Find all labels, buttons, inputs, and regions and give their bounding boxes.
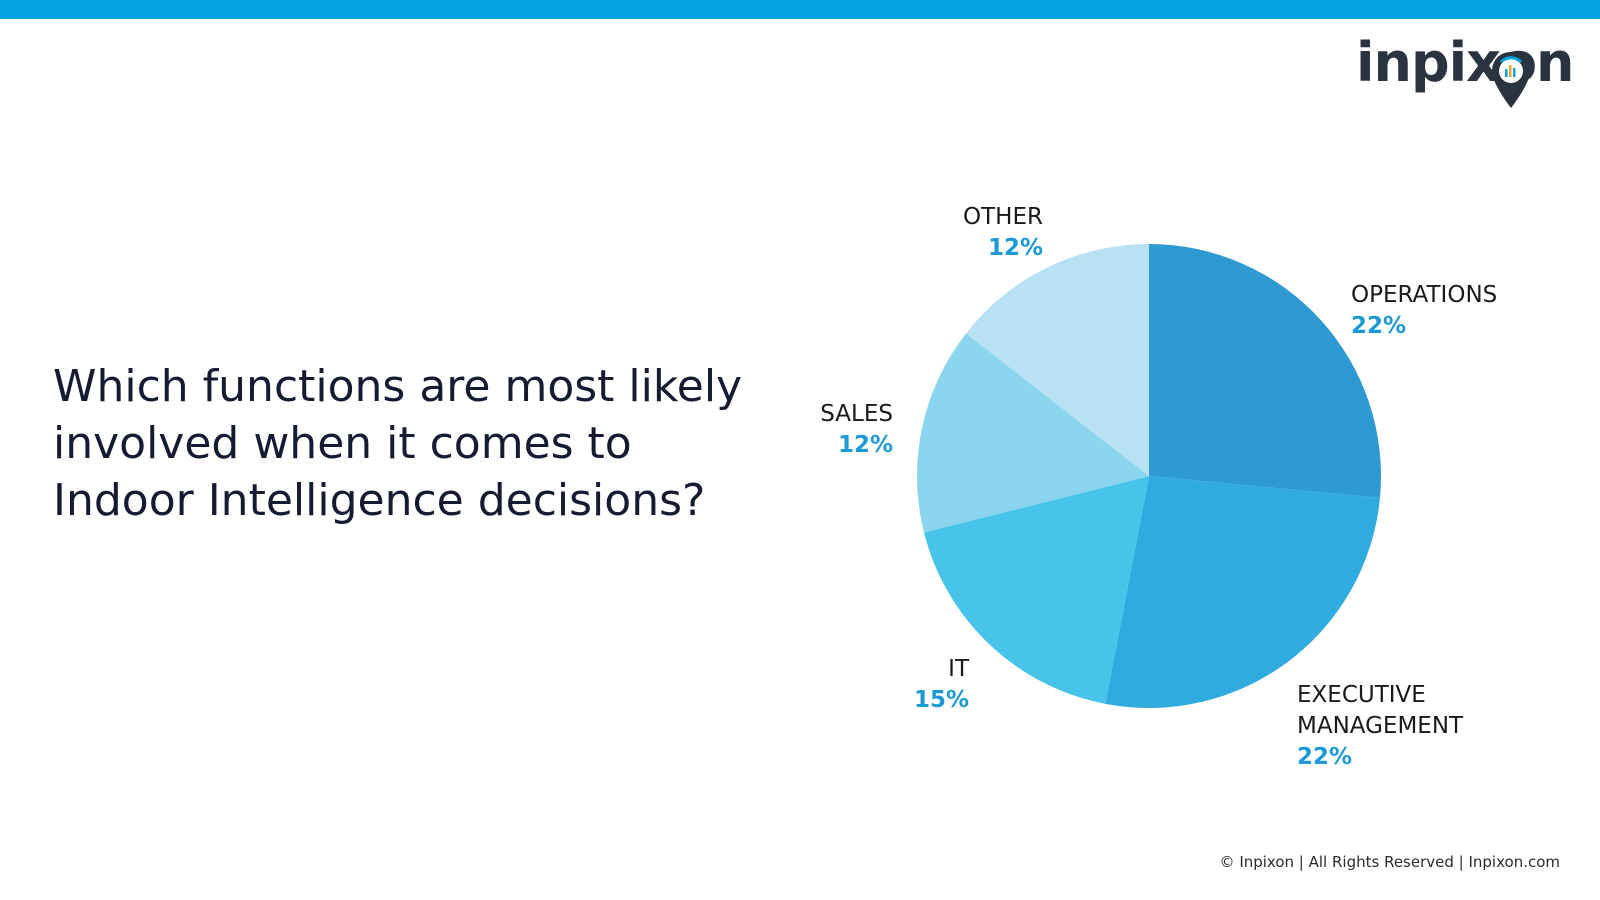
slice-value-label: 15% xyxy=(914,687,969,713)
location-pin-icon xyxy=(1492,52,1530,108)
slice-value-label: 12% xyxy=(988,235,1043,261)
pie-slice-sales xyxy=(917,333,1149,533)
top-accent-bar xyxy=(0,0,1600,19)
slice-label-group: OTHER 12% xyxy=(963,204,1043,261)
slice-value-label: 12% xyxy=(838,432,893,458)
slice-label-group: EXECUTIVE MANAGEMENT 22% xyxy=(1297,682,1464,770)
slice-label: IT xyxy=(948,656,970,682)
slice-label: SALES xyxy=(820,401,893,427)
slice-label: OPERATIONS xyxy=(1351,282,1497,308)
slice-label: OTHER xyxy=(963,204,1043,230)
inpixon-logo: inpixon xyxy=(1356,32,1574,112)
slice-label-group: SALES 12% xyxy=(820,401,893,458)
pie-slice-operations xyxy=(1149,244,1381,498)
slice-label-group: IT 15% xyxy=(914,656,970,713)
slice-label-group: OPERATIONS 22% xyxy=(1351,282,1497,339)
logo-wordmark: inpixon xyxy=(1356,31,1574,94)
footer-copyright: © Inpixon | All Rights Reserved | Inpixo… xyxy=(1219,853,1560,871)
pie-slice-other xyxy=(966,244,1149,476)
question-title: Which functions are most likely involved… xyxy=(53,361,743,526)
slice-label: MANAGEMENT xyxy=(1297,713,1464,739)
pie-slice-executive-management xyxy=(1105,476,1380,709)
pie-slice-it xyxy=(923,476,1149,704)
slice-value-label: 22% xyxy=(1351,313,1406,339)
slice-label: EXECUTIVE xyxy=(1297,682,1426,708)
slice-value-label: 22% xyxy=(1297,744,1352,770)
